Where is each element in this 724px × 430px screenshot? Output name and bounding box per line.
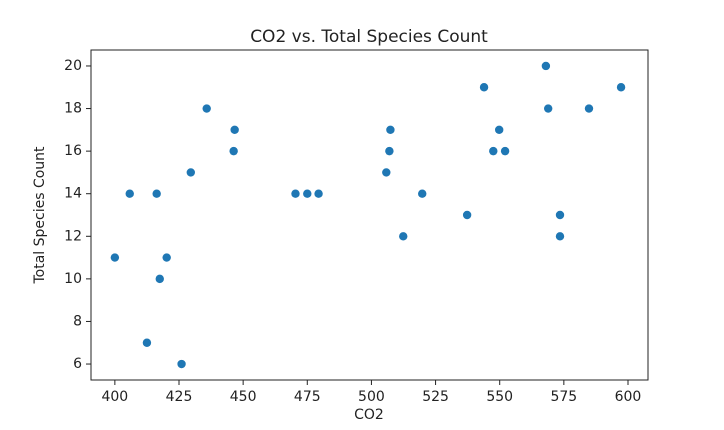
point <box>418 189 427 198</box>
point <box>177 359 186 369</box>
point <box>555 210 565 220</box>
y-tick-label: 12 <box>64 228 82 244</box>
x-tick-label: 575 <box>550 389 577 405</box>
point <box>489 146 498 156</box>
x-tick-label: 400 <box>101 389 128 405</box>
point <box>500 146 510 156</box>
x-axis-label: CO2 <box>354 407 384 423</box>
y-axis-label: Total Species Count <box>32 146 48 285</box>
point <box>462 210 472 220</box>
y-tick-label: 8 <box>73 313 82 329</box>
point <box>399 232 408 241</box>
point <box>555 232 565 241</box>
x-tick-label: 600 <box>615 389 642 405</box>
chart-title: CO2 vs. Total Species Count <box>250 27 488 47</box>
x-tick-label: 425 <box>166 389 193 405</box>
y-tick-label: 6 <box>73 356 82 372</box>
x-tick-label: 450 <box>230 389 257 405</box>
x-tick-label: 525 <box>422 389 449 405</box>
point <box>314 189 323 198</box>
point <box>382 168 391 177</box>
point <box>162 253 171 262</box>
point <box>479 83 489 92</box>
x-tick-label: 500 <box>358 389 385 405</box>
point <box>303 189 312 198</box>
point <box>494 125 504 135</box>
point <box>386 125 395 135</box>
y-tick-label: 16 <box>64 143 82 159</box>
y-tick-label: 14 <box>64 186 82 202</box>
point <box>541 61 551 71</box>
y-tick-label: 20 <box>64 58 82 74</box>
point <box>543 104 553 113</box>
point <box>230 125 239 135</box>
point <box>229 146 238 156</box>
point <box>142 338 152 347</box>
point <box>155 274 164 284</box>
point <box>385 146 394 156</box>
x-tick-label: 475 <box>294 389 321 405</box>
y-tick-label: 10 <box>64 271 82 287</box>
point <box>202 104 211 113</box>
point <box>616 83 626 92</box>
x-tick-label: 550 <box>486 389 513 405</box>
plot-frame <box>90 49 649 381</box>
y-tick-label: 18 <box>64 101 82 117</box>
point <box>584 104 594 113</box>
point <box>110 253 120 262</box>
point <box>186 168 196 177</box>
point <box>291 189 300 198</box>
point <box>125 189 134 198</box>
point <box>152 189 161 198</box>
